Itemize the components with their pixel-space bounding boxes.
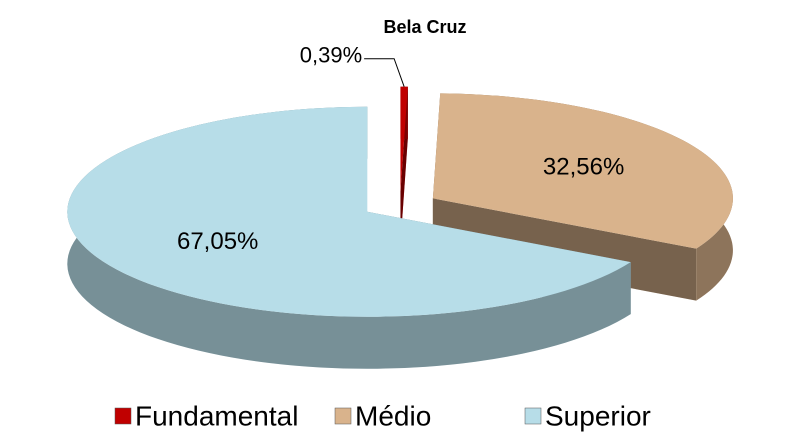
data-label: 0,39% — [300, 43, 362, 68]
slice — [67, 106, 631, 317]
legend-swatch — [524, 407, 542, 425]
data-label: 67,05% — [177, 228, 258, 255]
legend-label: Médio — [355, 400, 431, 431]
legend-label: Superior — [545, 400, 651, 431]
slice — [432, 93, 733, 249]
slice — [400, 86, 408, 192]
leader-line — [364, 58, 405, 87]
data-label: 32,56% — [543, 153, 624, 180]
legend-label: Fundamental — [135, 400, 298, 431]
legend-swatch — [114, 407, 132, 425]
legend-swatch — [334, 407, 352, 425]
chart-subtitle: Bela Cruz — [383, 17, 466, 37]
